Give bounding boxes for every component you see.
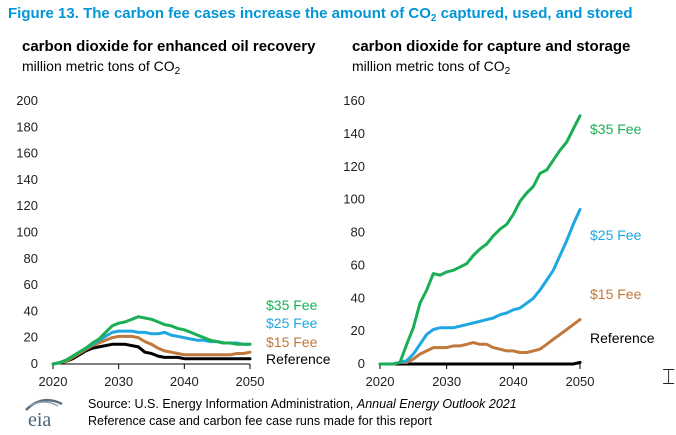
- text-cursor-icon: ⌶: [662, 364, 676, 389]
- ccs-y-tick-label: 80: [351, 225, 365, 240]
- eor-x-tick-label: 2050: [236, 374, 265, 389]
- right-chart-unit: million metric tons of CO2: [352, 58, 511, 77]
- eor-y-tick-label: 20: [24, 330, 38, 345]
- eor-series-label: $15 Fee: [266, 334, 318, 350]
- eia-logo-icon: eia: [22, 396, 70, 430]
- eor-x-tick-label: 2020: [39, 374, 68, 389]
- ccs-series-25fee: [378, 208, 582, 366]
- eor-series-label: $25 Fee: [266, 315, 318, 331]
- ccs-series-label: $25 Fee: [590, 227, 642, 243]
- source-prefix: Source: U.S. Energy Information Administ…: [88, 397, 357, 411]
- eor-y-tick-label: 80: [24, 251, 38, 266]
- ccs-series-label: Reference: [590, 330, 655, 346]
- eor-y-tick-label: 60: [24, 277, 38, 292]
- source-note: Source: U.S. Energy Information Administ…: [88, 396, 517, 430]
- source-note-text: Reference case and carbon fee case runs …: [88, 414, 432, 428]
- eor-y-tick-label: 100: [16, 225, 38, 240]
- eor-series-label: $35 Fee: [266, 297, 318, 313]
- ccs-x-tick-label: 2050: [566, 374, 595, 389]
- ccs-series-label: $35 Fee: [590, 121, 642, 137]
- figure-title: Figure 13. The carbon fee cases increase…: [8, 5, 633, 24]
- ccs-y-tick-label: 0: [358, 356, 365, 371]
- left-chart-title: carbon dioxide for enhanced oil recovery: [22, 38, 316, 55]
- ccs-y-tick-label: 100: [343, 192, 365, 207]
- eor-x-tick-label: 2040: [170, 374, 199, 389]
- logo-text: eia: [28, 409, 51, 430]
- ccs-y-tick-label: 120: [343, 159, 365, 174]
- ccs-series-15fee: [378, 318, 582, 366]
- eor-y-tick-label: 0: [31, 356, 38, 371]
- ccs-y-tick-label: 20: [351, 323, 365, 338]
- ccs-y-tick-label: 140: [343, 126, 365, 141]
- ccs-y-tick-label: 60: [351, 257, 365, 272]
- eor-y-tick-label: 180: [16, 119, 38, 134]
- right-chart-title: carbon dioxide for capture and storage: [352, 38, 631, 55]
- eor-x-tick-label: 2030: [104, 374, 133, 389]
- eor-y-tick-label: 40: [24, 303, 38, 318]
- ccs-y-tick-label: 40: [351, 290, 365, 305]
- ccs-x-tick-label: 2040: [499, 374, 528, 389]
- eor-y-tick-label: 120: [16, 198, 38, 213]
- eor-series-label: Reference: [266, 351, 331, 367]
- left-chart-unit: million metric tons of CO2: [22, 58, 181, 77]
- ccs-x-tick-label: 2030: [432, 374, 461, 389]
- ccs-series-35fee: [378, 114, 582, 366]
- ccs-series-reference: [378, 360, 582, 366]
- ccs-y-tick-label: 160: [343, 93, 365, 108]
- eor-y-tick-label: 200: [16, 93, 38, 108]
- eor-series-35fee: [51, 315, 252, 366]
- eor-y-tick-label: 140: [16, 172, 38, 187]
- ccs-series-label: $15 Fee: [590, 286, 642, 302]
- source-publication: Annual Energy Outlook 2021: [356, 397, 517, 411]
- eor-y-tick-label: 160: [16, 146, 38, 161]
- ccs-x-tick-label: 2020: [366, 374, 395, 389]
